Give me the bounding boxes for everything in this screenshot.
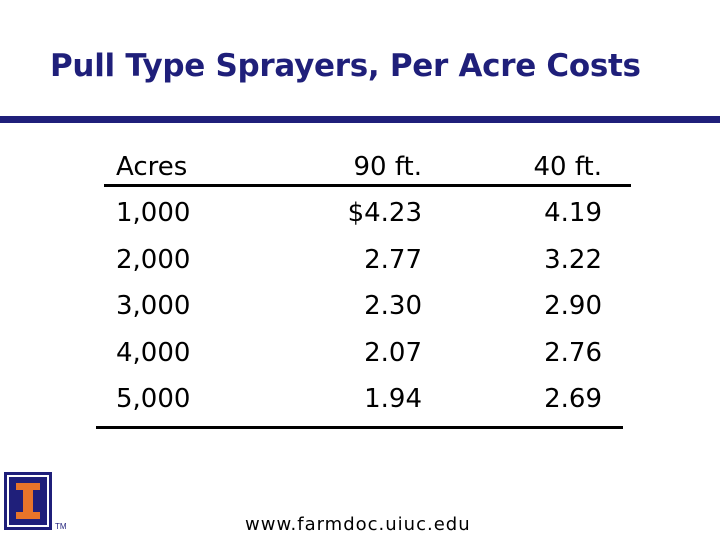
table-cell-90ft: 2.07 xyxy=(364,338,422,368)
header-underline xyxy=(104,184,631,187)
table-cell-40ft: 4.19 xyxy=(544,198,602,228)
table-cell-40ft: 3.22 xyxy=(544,245,602,275)
table-cell-40ft: 2.76 xyxy=(544,338,602,368)
footer-url: www.farmdoc.uiuc.edu xyxy=(245,514,471,535)
column-header-40ft: 40 ft. xyxy=(533,152,602,182)
table-cell-40ft: 2.90 xyxy=(544,291,602,321)
table-cell-90ft: 2.30 xyxy=(364,291,422,321)
table-cell-acres: 2,000 xyxy=(116,245,191,275)
table-cell-40ft: 2.69 xyxy=(544,384,602,414)
column-header-acres: Acres xyxy=(116,152,188,182)
table-cell-acres: 3,000 xyxy=(116,291,191,321)
table-cell-acres: 1,000 xyxy=(116,198,191,228)
table-cell-acres: 4,000 xyxy=(116,338,191,368)
slide-title: Pull Type Sprayers, Per Acre Costs xyxy=(50,48,641,84)
trademark-mark: TM xyxy=(55,522,67,531)
title-divider xyxy=(0,116,720,123)
column-header-90ft: 90 ft. xyxy=(353,152,422,182)
table-cell-acres: 5,000 xyxy=(116,384,191,414)
table-cell-90ft: 2.77 xyxy=(364,245,422,275)
university-block-i-logo xyxy=(4,472,52,530)
table-bottom-rule xyxy=(96,426,623,429)
table-cell-90ft: $4.23 xyxy=(347,198,422,228)
table-cell-90ft: 1.94 xyxy=(364,384,422,414)
